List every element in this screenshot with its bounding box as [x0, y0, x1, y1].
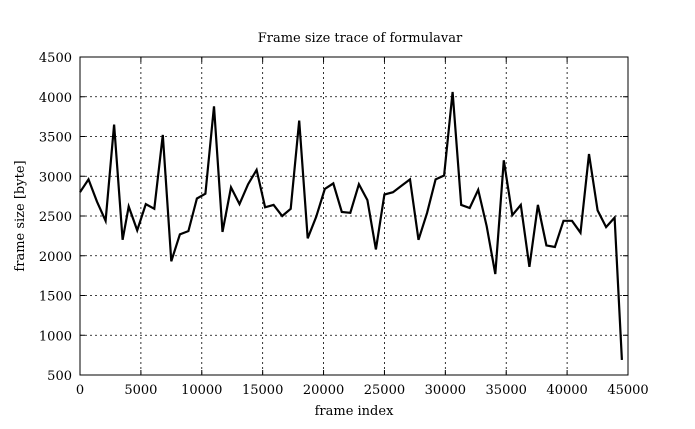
x-tick-label: 10000 — [181, 383, 222, 398]
x-axis-title: frame index — [315, 404, 394, 419]
y-tick-label: 3500 — [39, 131, 72, 146]
y-tick-label: 4500 — [39, 51, 72, 66]
x-tick-label: 5000 — [124, 383, 157, 398]
y-tick-label: 2500 — [39, 210, 72, 225]
series-layer — [79, 91, 623, 360]
y-tick-label: 3000 — [39, 170, 72, 185]
y-axis-title: frame size [byte] — [13, 160, 28, 271]
x-tick-label: 30000 — [425, 383, 466, 398]
y-tick-label: 2000 — [39, 250, 72, 265]
x-tick-label: 0 — [76, 383, 84, 398]
grid — [80, 57, 628, 375]
series-line — [79, 91, 623, 360]
x-tick-label: 35000 — [486, 383, 527, 398]
chart-title: Frame size trace of formulavar — [258, 31, 463, 46]
x-tick-label: 45000 — [607, 383, 648, 398]
y-tick-label: 4000 — [39, 91, 72, 106]
y-tick-label: 1500 — [39, 290, 72, 305]
ticks: 0 5000 10000 15000 20000 25000 30000 35000 40000… — [39, 51, 649, 398]
x-tick-label: 40000 — [546, 383, 587, 398]
x-tick-label: 20000 — [303, 383, 344, 398]
y-tick-label: 1000 — [39, 329, 72, 344]
x-tick-label: 25000 — [364, 383, 405, 398]
y-tick-label: 500 — [47, 369, 72, 384]
x-tick-label: 15000 — [242, 383, 283, 398]
